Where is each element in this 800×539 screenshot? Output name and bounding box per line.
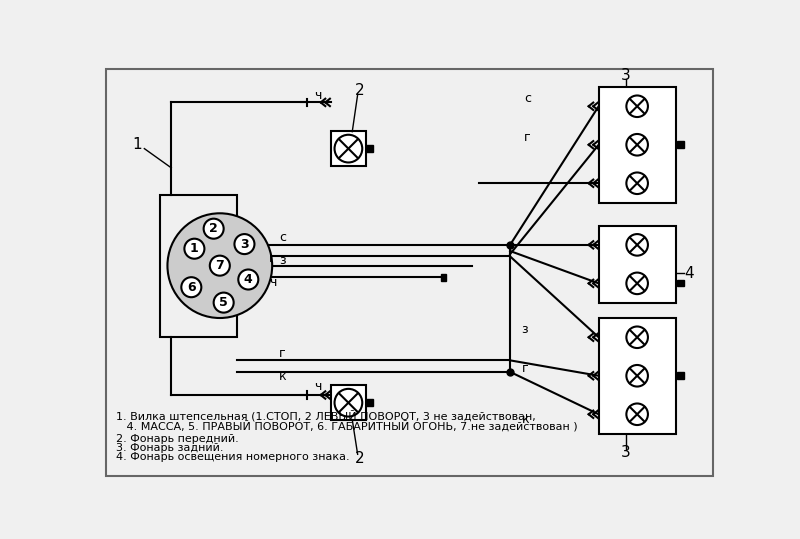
Bar — [677, 372, 684, 379]
Circle shape — [214, 293, 234, 313]
Circle shape — [626, 234, 648, 255]
Bar — [160, 195, 237, 337]
Text: 3: 3 — [621, 68, 630, 83]
Circle shape — [334, 389, 362, 417]
Circle shape — [626, 95, 648, 117]
Bar — [677, 141, 684, 148]
Text: г: г — [524, 131, 530, 144]
Bar — [330, 385, 366, 420]
Text: ч: ч — [314, 88, 321, 101]
Text: к: к — [279, 370, 286, 383]
Text: 4: 4 — [684, 266, 694, 281]
Text: 4. МАССА, 5. ПРАВЫЙ ПОВОРОТ, 6. ГАБАРИТНЫЙ ОГОНЬ, 7.не задействован ): 4. МАССА, 5. ПРАВЫЙ ПОВОРОТ, 6. ГАБАРИТН… — [116, 420, 578, 432]
Bar — [598, 87, 676, 203]
Text: с: с — [279, 231, 286, 244]
Circle shape — [334, 135, 362, 162]
Text: с: с — [524, 92, 531, 106]
Circle shape — [238, 270, 258, 289]
Text: з: з — [522, 323, 528, 336]
Text: 5: 5 — [219, 296, 228, 309]
Text: 1: 1 — [190, 242, 198, 255]
Text: 7: 7 — [215, 259, 224, 272]
Text: г: г — [269, 252, 276, 265]
Bar — [366, 399, 373, 406]
Circle shape — [184, 239, 205, 259]
Circle shape — [626, 172, 648, 194]
Text: г: г — [522, 362, 528, 375]
Text: 4: 4 — [244, 273, 253, 286]
Text: ч: ч — [314, 381, 321, 393]
Circle shape — [167, 213, 272, 318]
Text: 3: 3 — [621, 445, 630, 460]
Circle shape — [626, 327, 648, 348]
Circle shape — [234, 234, 254, 254]
Text: ч: ч — [269, 275, 277, 289]
Text: 2: 2 — [355, 84, 365, 98]
Text: 2: 2 — [355, 451, 365, 466]
Bar — [366, 145, 373, 151]
Bar — [441, 274, 446, 281]
Text: 1: 1 — [132, 137, 142, 152]
Circle shape — [626, 365, 648, 386]
Text: 6: 6 — [187, 281, 196, 294]
Bar — [330, 131, 366, 167]
Text: з: з — [279, 254, 286, 267]
Bar — [677, 280, 684, 286]
Circle shape — [626, 404, 648, 425]
Circle shape — [204, 219, 224, 239]
Text: 2: 2 — [210, 222, 218, 235]
Text: 1. Вилка штепсельная (1.СТОП, 2 ЛЕВЫЙ ПОВОРОТ, 3 не задействован,: 1. Вилка штепсельная (1.СТОП, 2 ЛЕВЫЙ ПО… — [116, 410, 536, 422]
Circle shape — [182, 277, 202, 297]
Circle shape — [626, 134, 648, 156]
Circle shape — [626, 273, 648, 294]
Bar — [598, 226, 676, 302]
Text: 4. Фонарь освещения номерного знака.: 4. Фонарь освещения номерного знака. — [116, 452, 350, 462]
Text: 2. Фонарь передний.: 2. Фонарь передний. — [116, 433, 238, 444]
Bar — [598, 318, 676, 433]
Text: 3: 3 — [240, 238, 249, 251]
Text: к: к — [522, 413, 530, 426]
Circle shape — [210, 255, 230, 275]
Text: г: г — [279, 347, 286, 360]
Text: 3. Фонарь задний.: 3. Фонарь задний. — [116, 443, 223, 453]
